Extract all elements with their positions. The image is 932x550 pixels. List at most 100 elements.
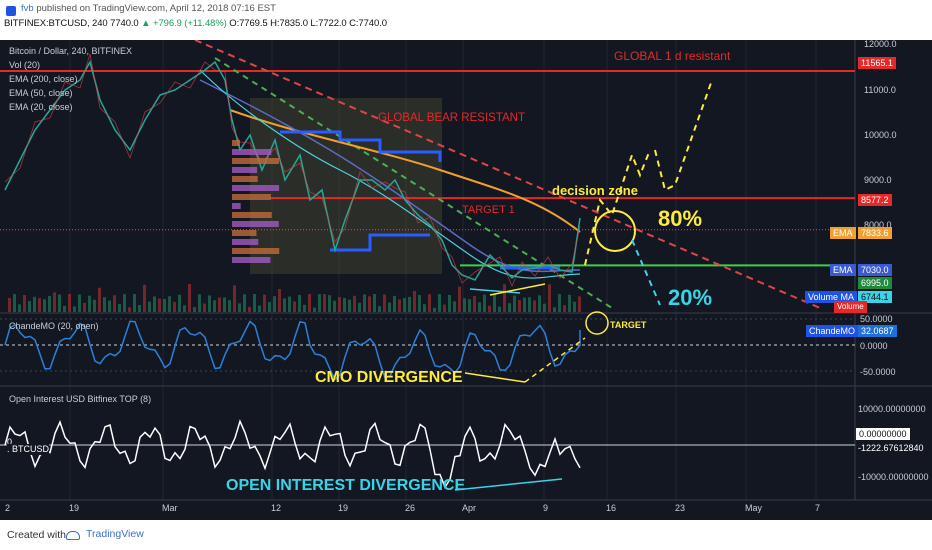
cmo-tick: 0.0000 bbox=[860, 341, 888, 351]
legend-ema200: EMA (200, close) bbox=[9, 74, 78, 84]
volume-bar bbox=[78, 294, 81, 312]
volume-bar bbox=[533, 300, 536, 312]
volume-bar bbox=[238, 303, 241, 312]
symbol-line: BITFINEX:BTCUSD, 240 7740.0 ▲ +796.9 (+1… bbox=[4, 18, 387, 29]
volume-bar bbox=[243, 294, 246, 312]
oi-divergence-label: OPEN INTEREST DIVERGENCE bbox=[226, 477, 466, 494]
volume-bar bbox=[373, 294, 376, 312]
volume-bar bbox=[468, 299, 471, 312]
volume-bar bbox=[483, 294, 486, 312]
volume-bar bbox=[498, 306, 501, 312]
volume-bar bbox=[393, 295, 396, 312]
tag-support: 6995.0 bbox=[858, 277, 892, 289]
target-circle bbox=[585, 311, 609, 335]
volume-bar bbox=[108, 300, 111, 312]
volume-bar bbox=[118, 303, 121, 312]
time-tick: 23 bbox=[675, 503, 686, 513]
volume-bar bbox=[153, 296, 156, 312]
volume-profile-bar bbox=[232, 248, 280, 254]
oi-title: Open Interest USD Bitfinex TOP (8) bbox=[9, 394, 152, 404]
volume-bar bbox=[538, 295, 541, 312]
blue-step-line bbox=[280, 130, 442, 162]
volume-bar bbox=[183, 305, 186, 312]
volume-profile-bar bbox=[232, 185, 280, 191]
blue-step-line bbox=[330, 233, 430, 252]
volume-bar bbox=[388, 302, 391, 312]
cmo-tick: 50.0000 bbox=[860, 314, 893, 324]
publish-line: fvb published on TradingView.com, April … bbox=[21, 3, 276, 14]
chart-header: fvb published on TradingView.com, April … bbox=[0, 0, 932, 40]
volume-profile-bar bbox=[232, 239, 259, 245]
tag-volma-label: Volume MA bbox=[805, 291, 858, 303]
volume-bar bbox=[338, 297, 341, 312]
oi-tick-zero: 0.00000000 bbox=[856, 428, 910, 440]
volume-bar bbox=[188, 284, 191, 312]
volume-bar bbox=[133, 294, 136, 312]
volume-bar bbox=[318, 294, 321, 312]
tradingview-brand-link[interactable]: TradingView bbox=[86, 528, 144, 540]
volume-bar bbox=[48, 295, 51, 312]
volume-profile-bar bbox=[232, 176, 258, 182]
volume-bar bbox=[173, 301, 176, 312]
volume-bar bbox=[418, 295, 421, 312]
legend-vol: Vol (20) bbox=[9, 60, 41, 70]
volume-bar bbox=[278, 289, 281, 312]
volume-bar bbox=[433, 307, 436, 312]
volume-bar bbox=[288, 296, 291, 312]
volume-profile-bar bbox=[232, 167, 258, 173]
volume-bar bbox=[168, 296, 171, 312]
chart-canvas[interactable] bbox=[0, 40, 932, 520]
volume-profile-bar bbox=[232, 140, 240, 146]
author-name[interactable]: fvb bbox=[21, 3, 34, 14]
tag-volma-value: 6744.1 bbox=[858, 291, 892, 303]
target-label: TARGET bbox=[610, 320, 647, 330]
volume-bar bbox=[463, 298, 466, 312]
tradingview-cloud-icon bbox=[66, 531, 80, 540]
volume-bar bbox=[73, 306, 76, 312]
volume-bar bbox=[578, 296, 581, 312]
volume-bar bbox=[528, 297, 531, 312]
volume-bar bbox=[148, 301, 151, 312]
publish-info: published on TradingView.com, April 12, … bbox=[33, 3, 276, 14]
volume-bar bbox=[283, 298, 286, 312]
volume-bar bbox=[458, 286, 461, 312]
volume-bar bbox=[428, 294, 431, 312]
tag-target1: 8577.2 bbox=[858, 194, 892, 206]
time-tick: 26 bbox=[405, 503, 416, 513]
price-tick: 9000.0 bbox=[864, 175, 892, 185]
decision-zone-label: decision zone bbox=[552, 183, 638, 198]
volume-bar bbox=[573, 301, 576, 312]
tag-ema50-label: EMA bbox=[830, 264, 856, 276]
volume-bar bbox=[503, 284, 506, 312]
volume-bar bbox=[233, 285, 236, 312]
volume-bar bbox=[128, 307, 131, 312]
price-tick: 8000.0 bbox=[864, 220, 892, 230]
cmo-title: ChandeMO (20, open) bbox=[9, 321, 99, 331]
volume-bar bbox=[378, 306, 381, 312]
pct-80-label: 80% bbox=[658, 206, 703, 231]
volume-bar bbox=[333, 300, 336, 312]
volume-bar bbox=[448, 294, 451, 312]
volume-bar bbox=[473, 296, 476, 312]
volume-bar bbox=[368, 296, 371, 312]
volume-bar bbox=[13, 294, 16, 312]
volume-bar bbox=[138, 304, 141, 312]
volume-bar bbox=[398, 299, 401, 312]
volume-bar bbox=[353, 295, 356, 312]
volume-bar bbox=[33, 296, 36, 312]
volume-bar bbox=[38, 298, 41, 312]
volume-profile-bar bbox=[232, 257, 271, 263]
volume-bar bbox=[558, 294, 561, 312]
legend-ema20: EMA (20, close) bbox=[9, 102, 73, 112]
time-tick: 7 bbox=[815, 503, 821, 513]
volume-bar bbox=[298, 294, 301, 312]
volume-bar bbox=[8, 298, 11, 312]
volume-bar bbox=[273, 296, 276, 312]
chart-area[interactable]: Bitcoin / Dollar, 240, BITFINEX Vol (20)… bbox=[0, 39, 932, 520]
symbol-label: BITFINEX:BTCUSD, 240 bbox=[4, 18, 108, 29]
oi-tick: 10000.00000000 bbox=[858, 404, 926, 414]
oi-tick: -10000.00000000 bbox=[858, 472, 929, 482]
volume-bar bbox=[193, 307, 196, 312]
volume-bar bbox=[523, 297, 526, 312]
volume-profile-bar bbox=[232, 158, 279, 164]
